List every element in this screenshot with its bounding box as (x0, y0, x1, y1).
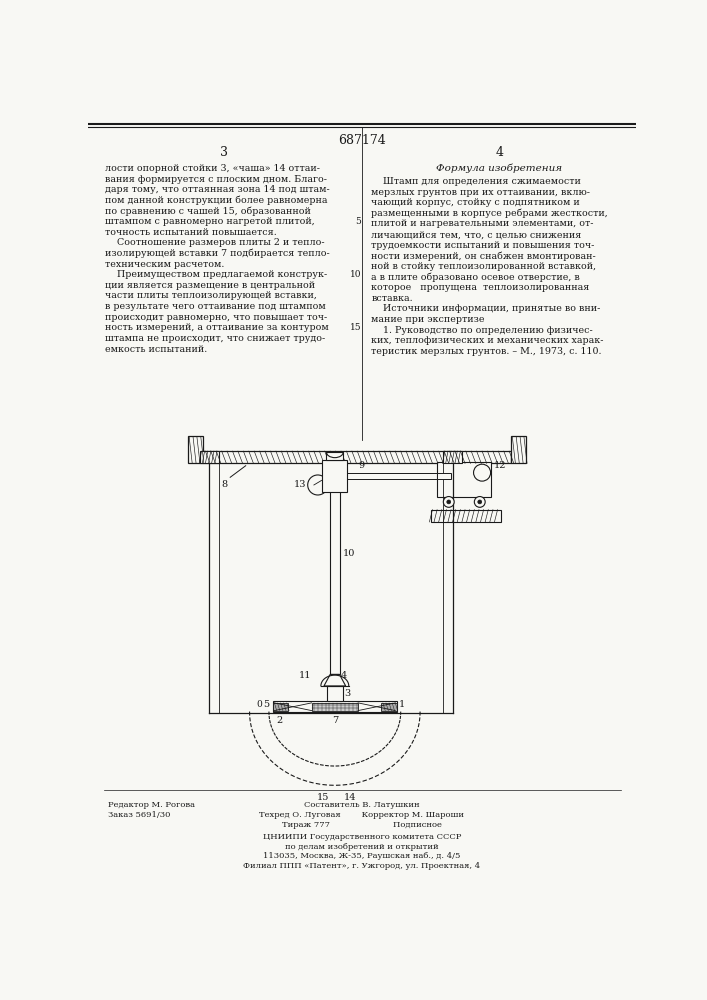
Bar (203, 451, 510, 463)
Circle shape (478, 500, 481, 504)
Bar (200, 451, 218, 463)
Text: ции является размещение в центральной: ции является размещение в центральной (105, 281, 315, 290)
Text: лости опорной стойки 3, «чаша» 14 оттаи-: лости опорной стойки 3, «чаша» 14 оттаи- (105, 164, 320, 173)
Circle shape (308, 475, 328, 495)
Bar (327, 686, 343, 701)
Circle shape (474, 464, 491, 481)
Text: 12: 12 (493, 461, 506, 470)
Text: 3: 3 (220, 146, 228, 159)
Text: по сравнению с чашей 15, образованной: по сравнению с чашей 15, образованной (105, 206, 311, 216)
Bar (437, 473, 451, 479)
Text: Заказ 5691/30: Заказ 5691/30 (107, 811, 170, 819)
Text: 113035, Москва, Ж-35, Раушская наб., д. 4/5: 113035, Москва, Ж-35, Раушская наб., д. … (263, 852, 461, 860)
Bar (312, 703, 358, 711)
Text: точность испытаний повышается.: точность испытаний повышается. (105, 228, 277, 237)
Text: техническим расчетом.: техническим расчетом. (105, 260, 225, 269)
Text: Источники информации, принятые во вни-: Источники информации, принятые во вни- (371, 304, 601, 313)
Text: Составитель В. Латушкин: Составитель В. Латушкин (304, 801, 420, 809)
Text: 5: 5 (356, 217, 361, 226)
Text: емкость испытаний.: емкость испытаний. (105, 345, 208, 354)
Text: 10: 10 (343, 549, 355, 558)
Text: 4: 4 (495, 146, 503, 159)
Bar (510, 436, 526, 463)
Text: 14: 14 (344, 793, 356, 802)
Text: трудоемкости испытаний и повышения точ-: трудоемкости испытаний и повышения точ- (371, 241, 595, 250)
Text: 15: 15 (349, 323, 361, 332)
Bar (187, 436, 203, 463)
Text: мерзлых грунтов при их оттаивании, вклю-: мерзлых грунтов при их оттаивании, вклю- (371, 188, 590, 197)
Text: Соотношение размеров плиты 2 и тепло-: Соотношение размеров плиты 2 и тепло- (105, 238, 325, 247)
Bar (381, 703, 397, 711)
Bar (443, 451, 462, 463)
Text: 15: 15 (317, 793, 329, 802)
Text: 4: 4 (341, 671, 347, 680)
Text: 9: 9 (358, 461, 364, 470)
Text: Тираж 777                        Подписное: Тираж 777 Подписное (282, 821, 442, 829)
Text: 1. Руководство по определению физичес-: 1. Руководство по определению физичес- (371, 326, 593, 335)
Text: 13: 13 (293, 480, 306, 489)
Text: мание при экспертизе: мание при экспертизе (371, 315, 485, 324)
Circle shape (474, 497, 485, 507)
Bar (327, 452, 344, 460)
Text: ность измерений, а оттаивание за контуром: ность измерений, а оттаивание за контуро… (105, 323, 329, 332)
Circle shape (443, 497, 454, 507)
Text: вставка.: вставка. (371, 294, 413, 303)
Text: ЦНИИПИ Государственного комитета СССР: ЦНИИПИ Государственного комитета СССР (263, 833, 461, 841)
Text: Формула изобретения: Формула изобретения (436, 164, 562, 173)
Text: пом данной конструкции более равномерна: пом данной конструкции более равномерна (105, 196, 328, 205)
Circle shape (447, 500, 450, 504)
Text: ной в стойку теплоизолированной вставкой,: ной в стойку теплоизолированной вставкой… (371, 262, 597, 271)
Text: по делам изобретений и открытий: по делам изобретений и открытий (285, 843, 439, 851)
Text: Штамп для определения сжимаемости: Штамп для определения сжимаемости (371, 177, 581, 186)
Text: плитой и нагревательными элементами, от-: плитой и нагревательными элементами, от- (371, 219, 594, 228)
Text: а в плите образовано осевое отверстие, в: а в плите образовано осевое отверстие, в (371, 273, 580, 282)
Text: теристик мерзлых грунтов. – М., 1973, с. 110.: теристик мерзлых грунтов. – М., 1973, с.… (371, 347, 602, 356)
Text: 3: 3 (344, 689, 351, 698)
Text: личающийся тем, что, с целью снижения: личающийся тем, что, с целью снижения (371, 230, 582, 239)
Text: ности измерений, он снабжен вмонтирован-: ности измерений, он снабжен вмонтирован- (371, 251, 596, 261)
Text: 2: 2 (276, 716, 282, 725)
Text: части плиты теплоизолирующей вставки,: части плиты теплоизолирующей вставки, (105, 291, 317, 300)
Bar (330, 463, 340, 674)
Text: Техред О. Луговая        Корректор М. Шароши: Техред О. Луговая Корректор М. Шароши (259, 811, 464, 819)
Text: 11: 11 (299, 671, 312, 680)
Text: ких, теплофизических и механических харак-: ких, теплофизических и механических хара… (371, 336, 604, 345)
Text: Филиал ППП «Патент», г. Ужгород, ул. Проектная, 4: Филиал ППП «Патент», г. Ужгород, ул. Про… (243, 862, 481, 870)
Text: 1: 1 (399, 700, 405, 709)
Text: в результате чего оттаивание под штампом: в результате чего оттаивание под штампом (105, 302, 326, 311)
Text: даря тому, что оттаянная зона 14 под штам-: даря тому, что оттаянная зона 14 под шта… (105, 185, 330, 194)
Text: чающий корпус, стойку с подпятником и: чающий корпус, стойку с подпятником и (371, 198, 580, 207)
Text: 8: 8 (222, 480, 228, 489)
Text: 10: 10 (350, 270, 361, 279)
Text: Редактор М. Рогова: Редактор М. Рогова (107, 801, 194, 809)
Polygon shape (324, 674, 346, 686)
Text: которое   пропущена  теплоизолированная: которое пропущена теплоизолированная (371, 283, 590, 292)
Text: 7: 7 (332, 716, 338, 725)
Bar (273, 701, 397, 712)
Bar (322, 460, 347, 492)
Text: происходит равномерно, что повышает точ-: происходит равномерно, что повышает точ- (105, 313, 327, 322)
Bar (347, 473, 437, 479)
Bar (431, 510, 501, 522)
Text: 0: 0 (256, 700, 262, 709)
Text: 687174: 687174 (338, 134, 386, 147)
Text: штампа не происходит, что снижает трудо-: штампа не происходит, что снижает трудо- (105, 334, 326, 343)
Text: 5: 5 (264, 700, 270, 709)
Text: вания формируется с плоским дном. Благо-: вания формируется с плоским дном. Благо- (105, 175, 327, 184)
Text: штампом с равномерно нагретой плитой,: штампом с равномерно нагретой плитой, (105, 217, 315, 226)
Text: Преимуществом предлагаемой конструк-: Преимуществом предлагаемой конструк- (105, 270, 327, 279)
Bar (437, 462, 491, 497)
Text: изолирующей вставки 7 подбирается тепло-: изолирующей вставки 7 подбирается тепло- (105, 249, 330, 258)
Bar (273, 703, 288, 711)
Text: размещенными в корпусе ребрами жесткости,: размещенными в корпусе ребрами жесткости… (371, 209, 608, 218)
